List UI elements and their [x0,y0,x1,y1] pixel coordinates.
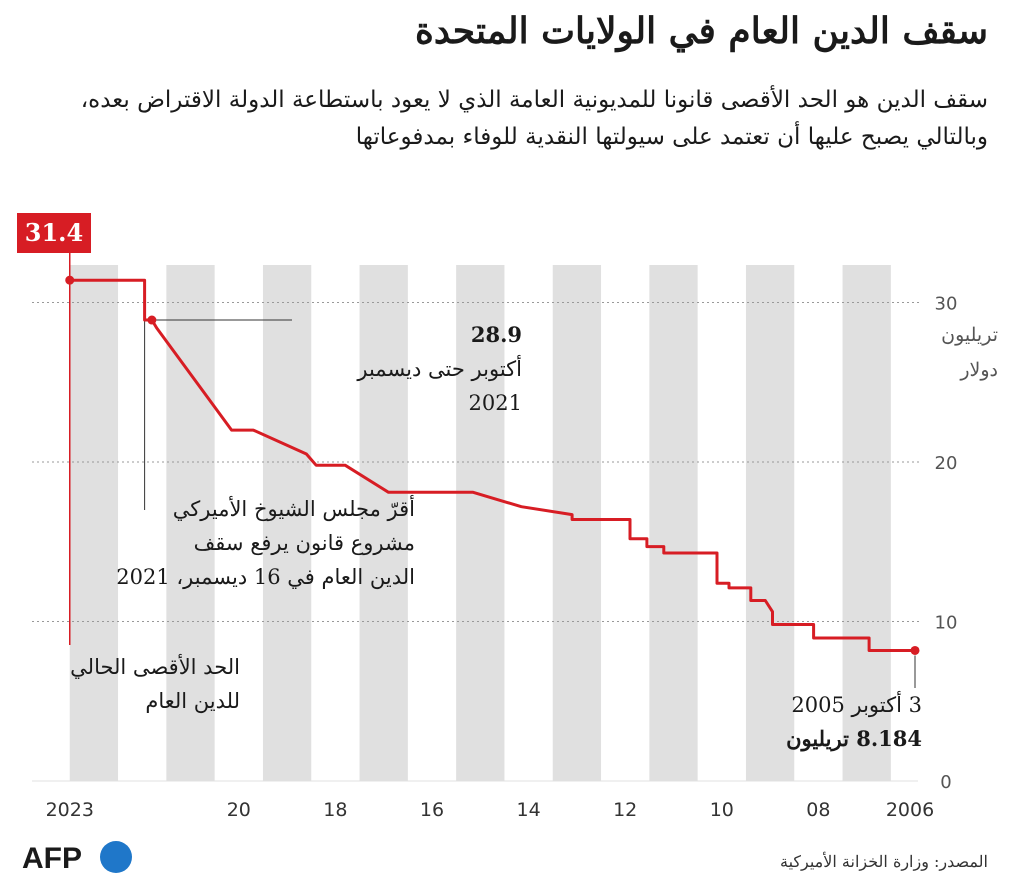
annotation-line: أقرّ مجلس الشيوخ الأميركي [172,497,415,521]
x-tick-label: 2006 [886,799,934,821]
x-tick-label: 10 [710,799,734,821]
debt-ceiling-series [69,278,915,652]
highlight-points [65,275,920,655]
afp-logo-text: AFP [22,842,82,874]
x-tick-label: 12 [613,799,637,821]
annotation-current-limit: الحد الأقصى الحالي للدين العام [70,650,240,718]
annotation-line: 3 أكتوبر 2005 [791,693,922,717]
y-tick-labels: 0 10 20 30 [935,294,958,794]
year-band [552,265,602,781]
x-tick-labels: 2006 08 10 12 14 16 18 20 2023 [46,799,935,821]
point-peak-2021 [147,315,157,325]
year-band [456,265,505,781]
x-tick-label: 20 [227,799,251,821]
year-band [842,265,891,781]
annotation-senate: أقرّ مجلس الشيوخ الأميركي مشروع قانون ير… [116,492,415,594]
y-unit-line: دولار [960,359,998,381]
x-tick-label: 08 [806,799,830,821]
x-tick-label: 16 [420,799,444,821]
annotation-leaders [69,250,916,688]
y-tick-label: 10 [935,613,958,634]
annotation-line: للدين العام [145,689,240,713]
chart-subtitle: سقف الدين هو الحد الأقصى قانونا للمديوني… [80,87,988,150]
annotation-line: الحد الأقصى الحالي [70,655,240,679]
point-peak-2023 [65,275,75,285]
annotation-value: 8.184 تريليون [786,726,922,751]
annotation-line: أكتوبر حتى ديسمبر [357,357,522,381]
y-tick-label: 30 [935,294,958,315]
y-unit-line: تريليون [941,324,998,346]
year-band [359,265,408,781]
annotation-line: 2021 [468,391,522,415]
annotation-line: الدين العام في 16 ديسمبر، 2021 [116,565,415,589]
annotation-start-2005: 3 أكتوبر 2005 8.184 تريليون [786,688,922,756]
y-tick-label: 20 [935,453,958,474]
chart-title: سقف الدين العام في الولايات المتحدة [414,10,988,52]
year-band [69,265,119,781]
afp-logo-circle [100,841,132,873]
x-tick-label: 14 [517,799,541,821]
year-band [745,265,795,781]
peak-value-badge: 31.4 [17,213,91,253]
afp-logo: AFP [22,841,132,874]
point-start-2005 [910,645,920,655]
annotation-line: مشروع قانون يرفع سقف [193,531,415,555]
x-tick-label: 2023 [46,799,94,821]
year-band [262,265,312,781]
y-axis-unit: تريليون دولار [941,318,998,388]
annotation-value: 28.9 [470,322,522,347]
year-band [649,265,698,781]
x-tick-label: 18 [323,799,347,821]
source-note: المصدر: وزارة الخزانة الأميركية [780,852,988,871]
year-bands [69,265,891,781]
annotation-peak-2021: 28.9 أكتوبر حتى ديسمبر 2021 [357,318,522,420]
y-tick-label: 0 [940,772,951,793]
